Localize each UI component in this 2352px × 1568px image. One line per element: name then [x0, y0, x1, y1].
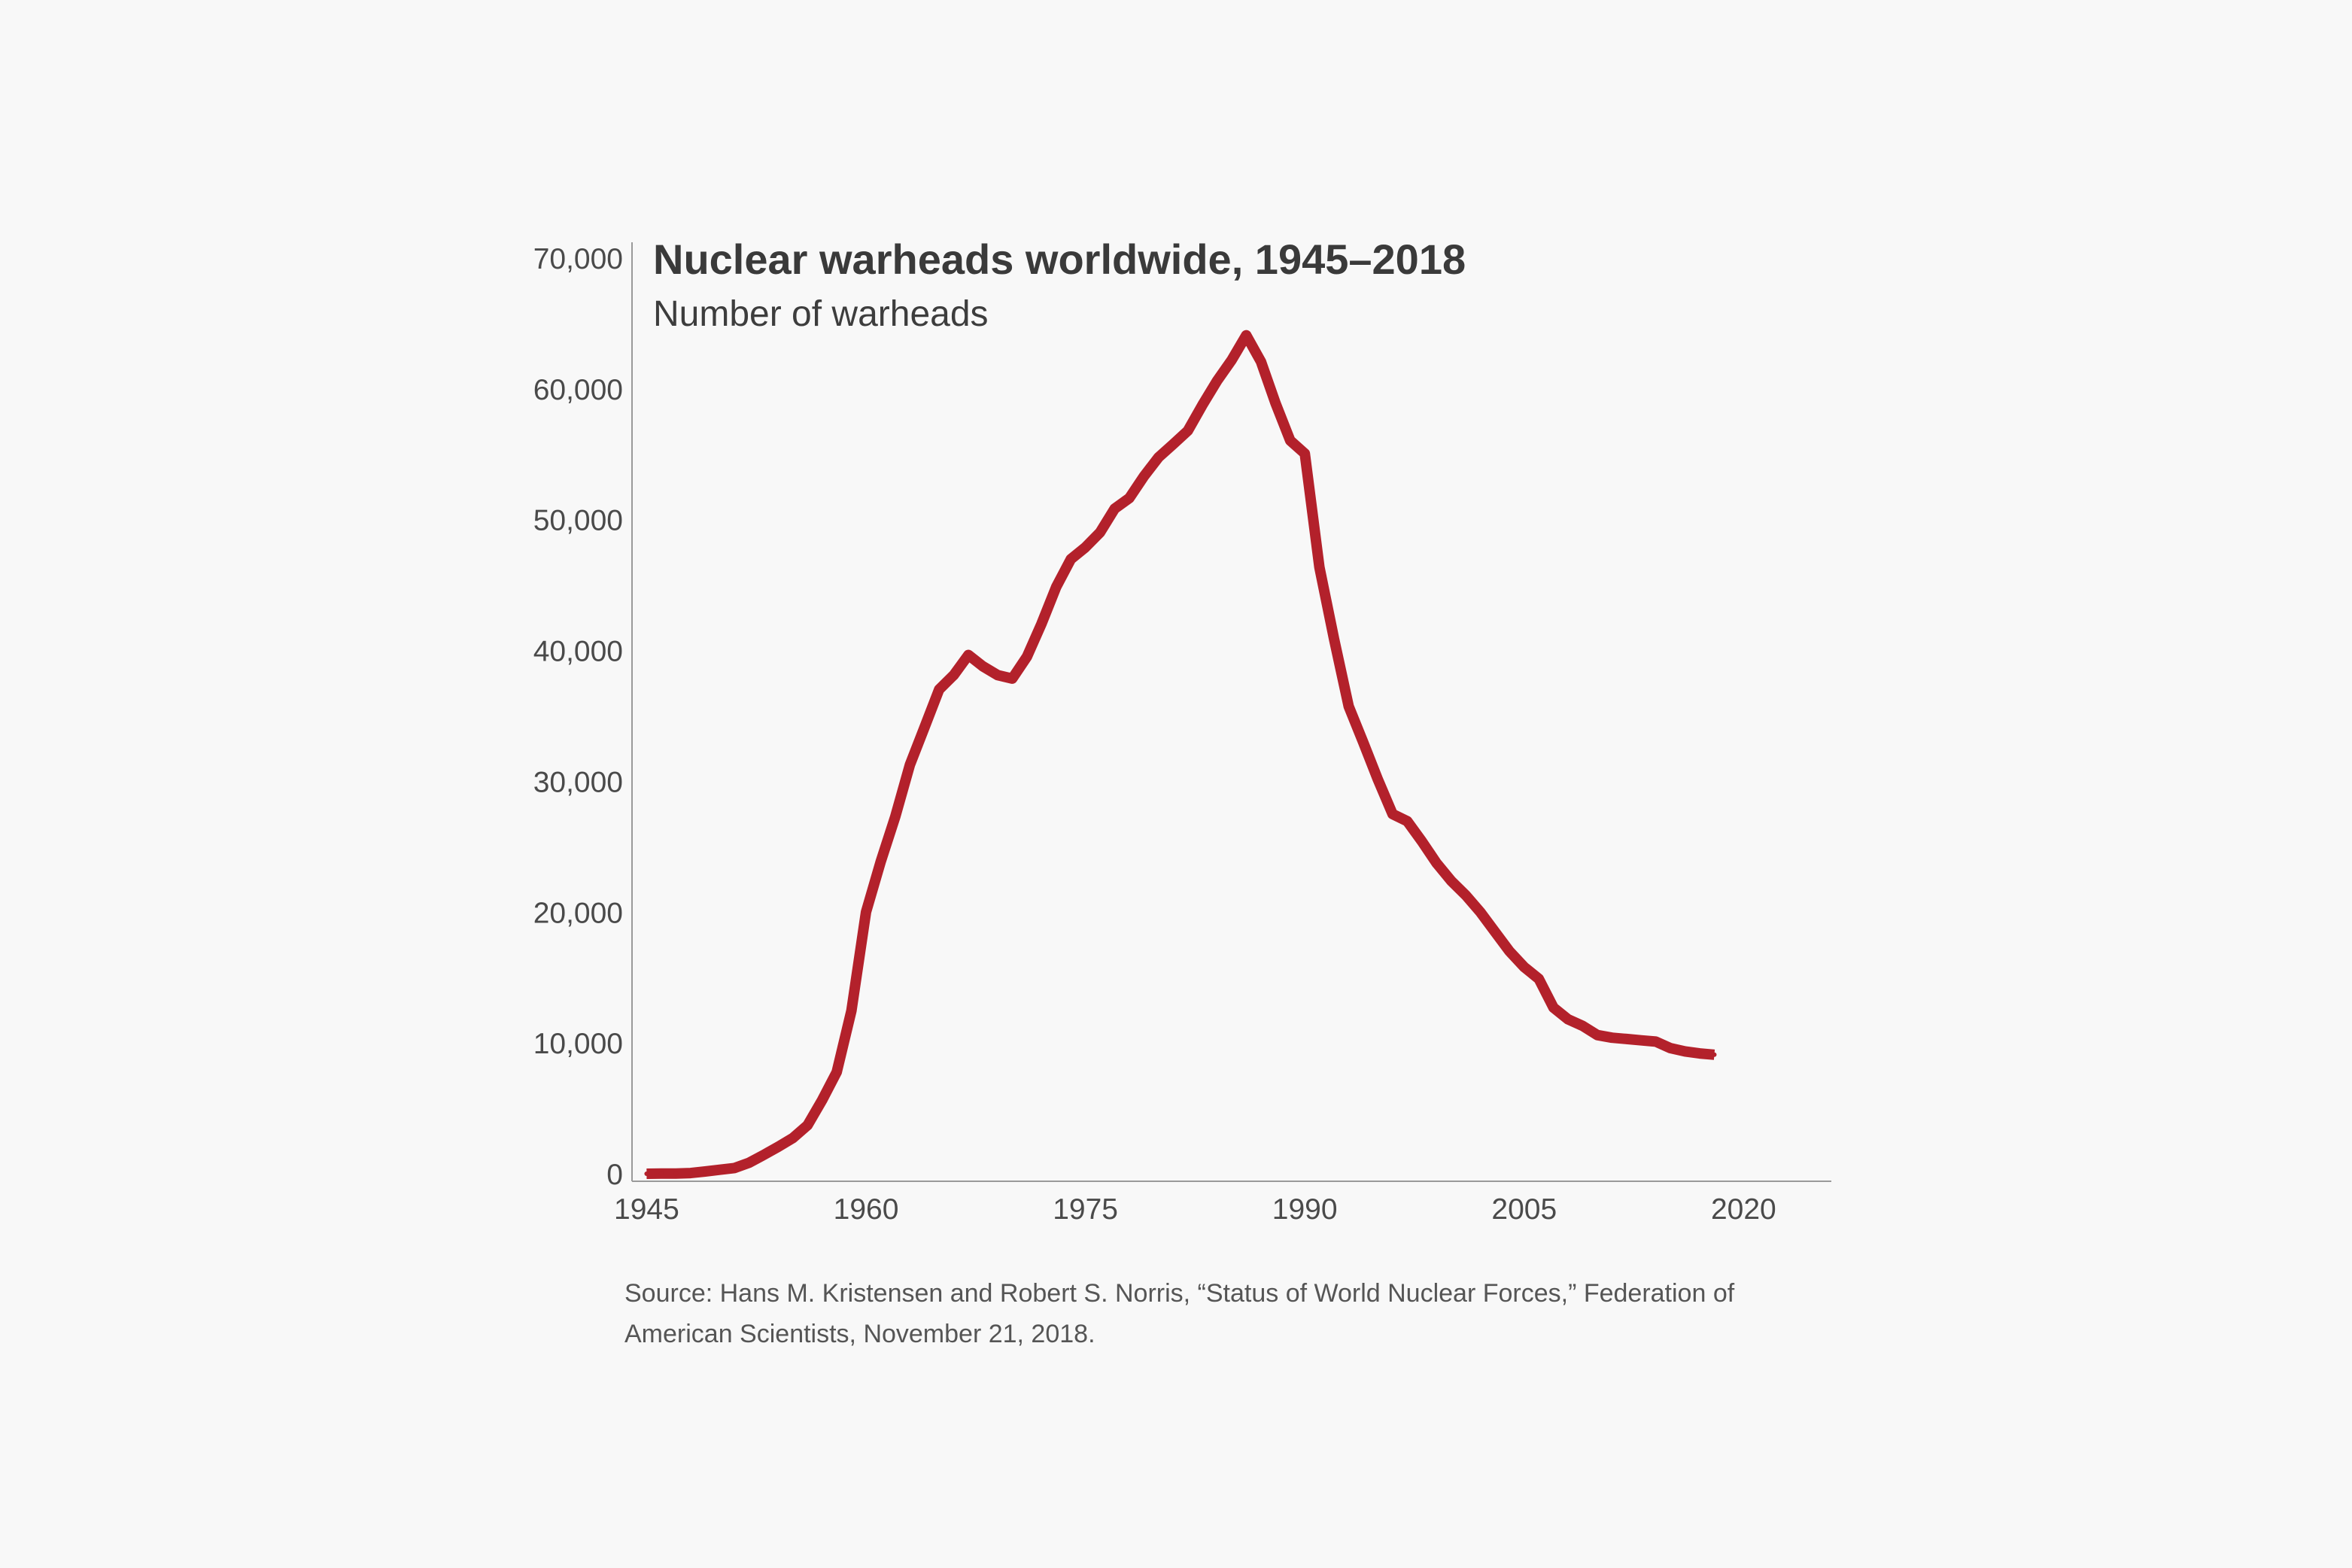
data-point	[1492, 929, 1497, 934]
data-point	[1463, 892, 1468, 898]
data-point	[703, 1169, 708, 1174]
data-point	[1536, 977, 1542, 981]
data-point	[805, 1123, 810, 1128]
data-point	[1053, 585, 1059, 590]
x-tick-label: 1990	[1272, 1193, 1338, 1226]
data-point	[1390, 811, 1395, 816]
data-point	[819, 1098, 825, 1103]
data-point	[1639, 1038, 1644, 1043]
data-point	[1156, 454, 1161, 460]
data-point	[761, 1153, 766, 1157]
y-tick-label: 40,000	[533, 636, 623, 668]
data-point	[1507, 949, 1512, 954]
data-point	[658, 1171, 664, 1176]
data-point	[1478, 910, 1483, 915]
data-point	[1521, 965, 1527, 970]
data-point	[790, 1135, 795, 1141]
x-tick-label: 1960	[834, 1193, 899, 1226]
chart-subtitle: Number of warheads	[653, 294, 989, 334]
data-point	[644, 1171, 649, 1176]
data-point	[1200, 403, 1205, 408]
data-point	[1624, 1036, 1629, 1041]
data-point	[1551, 1005, 1556, 1010]
data-point	[1185, 428, 1190, 433]
data-point	[1141, 474, 1147, 479]
data-point	[1668, 1046, 1673, 1051]
data-point	[1039, 621, 1044, 626]
data-point	[1229, 357, 1234, 363]
chart-title: Nuclear warheads worldwide, 1945–2018	[653, 236, 1466, 283]
data-point	[1682, 1049, 1688, 1054]
data-point	[1171, 442, 1176, 447]
data-point	[1595, 1032, 1600, 1038]
y-tick-label: 60,000	[533, 374, 623, 406]
data-point	[1010, 676, 1015, 681]
data-point	[1580, 1023, 1585, 1029]
data-point	[980, 664, 986, 669]
data-point	[746, 1160, 752, 1165]
data-point	[673, 1171, 679, 1176]
source-note: Source: Hans M. Kristensen and Robert S.…	[624, 1279, 1735, 1348]
data-point	[1302, 451, 1308, 456]
data-point	[849, 1008, 854, 1013]
data-point	[1083, 545, 1088, 550]
data-point	[1361, 740, 1366, 745]
data-point	[1214, 378, 1220, 384]
data-point	[732, 1165, 737, 1171]
data-point	[1375, 777, 1381, 782]
data-point	[1434, 860, 1439, 865]
data-point	[1126, 496, 1132, 501]
data-point	[937, 687, 942, 692]
data-point	[1697, 1051, 1702, 1056]
data-points	[644, 333, 1717, 1176]
y-tick-label: 30,000	[533, 766, 623, 798]
data-point	[922, 725, 927, 730]
data-point	[1332, 637, 1337, 642]
data-point	[1287, 438, 1293, 443]
data-point	[1653, 1039, 1658, 1044]
x-tick-label: 2020	[1711, 1193, 1776, 1226]
x-tick-label: 1945	[614, 1193, 679, 1226]
data-point	[1258, 359, 1263, 364]
data-point	[1448, 878, 1454, 883]
warheads-series-line	[646, 330, 1715, 1179]
data-point	[951, 673, 956, 678]
data-point	[907, 762, 913, 767]
y-tick-label: 50,000	[533, 505, 623, 537]
y-tick-label: 20,000	[533, 897, 623, 929]
data-point	[717, 1167, 722, 1172]
y-tick-label: 10,000	[533, 1028, 623, 1060]
data-point	[776, 1144, 781, 1150]
data-point	[892, 814, 898, 819]
data-point	[1112, 506, 1117, 512]
x-axis-ticks: 1945 1960 1975 1990 2005 2020	[614, 1193, 1776, 1226]
y-tick-label: 70,000	[533, 243, 623, 275]
data-point	[1098, 530, 1102, 535]
data-point	[1068, 557, 1074, 562]
data-point	[1273, 400, 1278, 406]
data-point	[1419, 839, 1424, 844]
data-point	[1405, 819, 1410, 824]
x-tick-label: 1975	[1053, 1193, 1118, 1226]
x-tick-label: 2005	[1491, 1193, 1557, 1226]
y-tick-label: 0	[606, 1159, 623, 1191]
data-point	[966, 652, 971, 658]
data-point	[1244, 333, 1249, 338]
y-axis-ticks: 0 10,000 20,000 30,000 40,000 50,000 60,000 70,…	[533, 243, 623, 1191]
data-point	[1609, 1035, 1615, 1041]
data-point	[995, 673, 1000, 678]
data-point	[688, 1171, 693, 1176]
data-point	[878, 859, 883, 865]
data-point	[1712, 1052, 1717, 1057]
data-point	[864, 910, 868, 915]
data-point	[1346, 703, 1351, 709]
data-point	[1024, 654, 1029, 659]
data-point	[1317, 564, 1322, 570]
data-point	[1566, 1016, 1571, 1022]
data-point	[834, 1069, 840, 1074]
